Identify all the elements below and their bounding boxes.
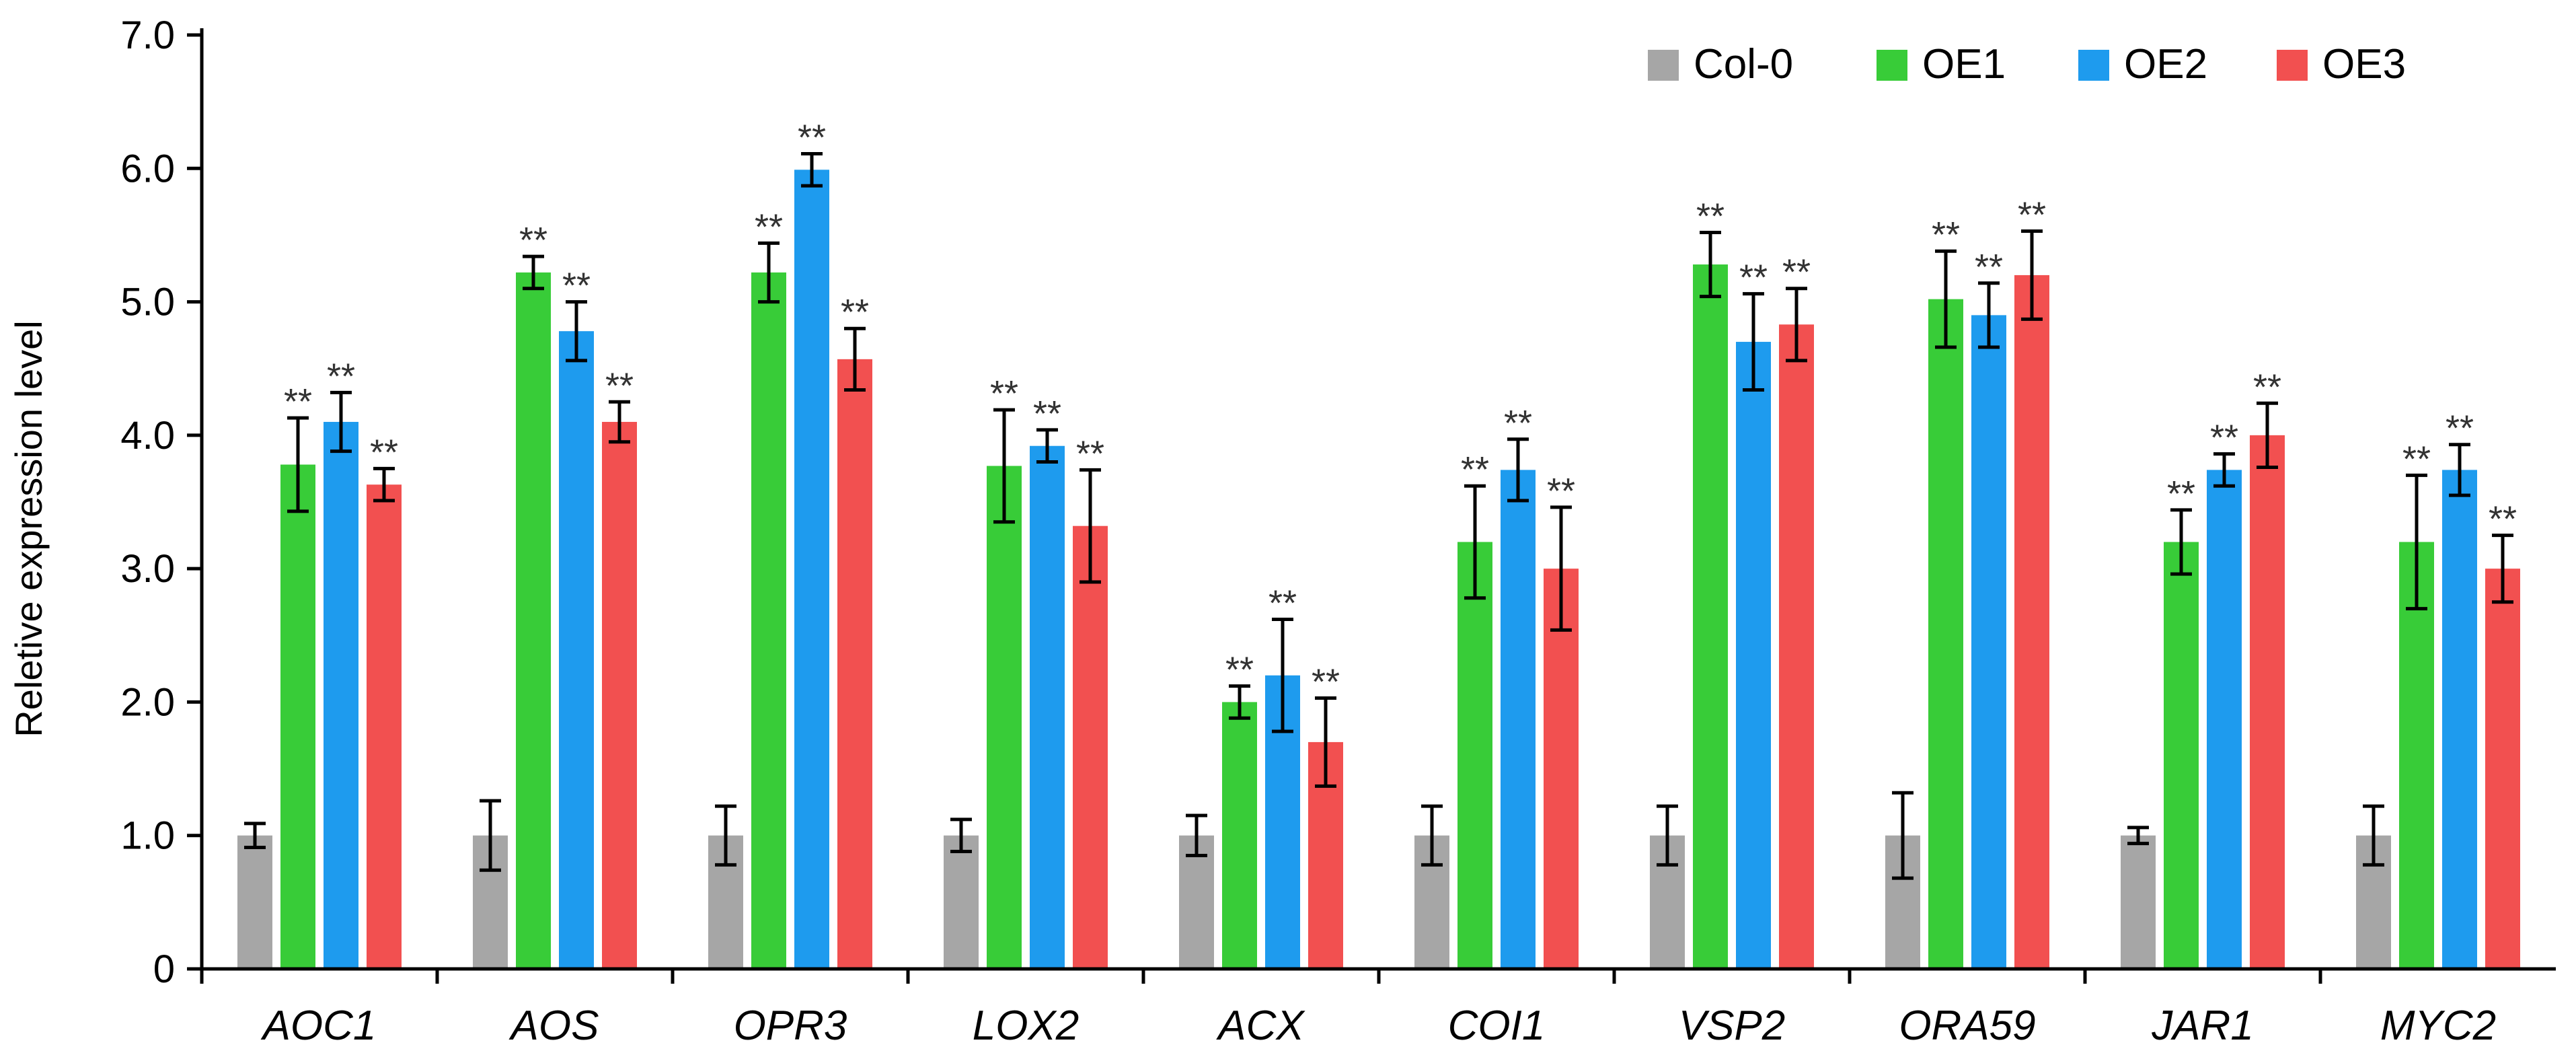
- bar-oe1-jar1: [2164, 542, 2199, 969]
- axes-layer: 0 1.0 2.0 3.0 4.0 5.0 6.0 7.0 Reletive expressio…: [7, 13, 2556, 1049]
- significance-marker: **: [2210, 418, 2238, 458]
- bar-oe3-coi1: [1544, 569, 1579, 969]
- bar-oe1-myc2: [2399, 542, 2434, 969]
- significance-marker: **: [2018, 194, 2046, 235]
- significance-marker: **: [990, 373, 1018, 414]
- bar-col-0-acx: [1179, 835, 1214, 969]
- bar-oe3-lox2: [1073, 525, 1108, 969]
- significance-marker: **: [2402, 439, 2431, 479]
- y-tick-label: 4.0: [120, 414, 175, 458]
- bar-oe2-coi1: [1501, 470, 1536, 969]
- significance-marker: **: [2446, 408, 2474, 449]
- significance-marker: **: [1033, 394, 1061, 434]
- bar-oe2-jar1: [2207, 470, 2242, 969]
- x-tick-label: COI1: [1448, 1003, 1546, 1049]
- significance-marker: **: [798, 117, 826, 157]
- y-tick-label: 2.0: [120, 680, 175, 724]
- significance-marker: **: [327, 356, 355, 396]
- bar-oe3-aos: [602, 422, 637, 969]
- y-tick-label: 7.0: [120, 13, 175, 57]
- significance-marker: **: [1547, 471, 1575, 511]
- bar-oe3-opr3: [837, 359, 872, 969]
- x-tick-label: JAR1: [2151, 1003, 2254, 1049]
- significance-marker: **: [1932, 215, 1960, 255]
- significance-marker: **: [284, 382, 312, 422]
- error-bars-layer: [244, 151, 2513, 880]
- y-tick-label: 5.0: [120, 281, 175, 324]
- legend-label-col-0: Col-0: [1694, 41, 1793, 87]
- bar-oe1-aoc1: [280, 464, 315, 969]
- bar-oe3-vsp2: [1779, 324, 1814, 969]
- x-tick-label: VSP2: [1679, 1003, 1786, 1049]
- bar-oe1-vsp2: [1693, 264, 1728, 970]
- x-tick-label: ACX: [1215, 1003, 1305, 1049]
- bar-oe2-myc2: [2442, 470, 2477, 969]
- y-tick-label: 6.0: [120, 147, 175, 190]
- bar-col-0-jar1: [2121, 835, 2156, 969]
- significance-marker: **: [562, 266, 591, 306]
- significance-marker: **: [2167, 474, 2195, 514]
- significance-marker: **: [519, 220, 547, 260]
- bar-oe1-ora59: [1928, 299, 1963, 969]
- bar-oe2-lox2: [1030, 445, 1065, 969]
- legend-swatch-oe3: [2277, 50, 2308, 81]
- x-tick-label: LOX2: [973, 1003, 1079, 1049]
- significance-marker: **: [1268, 583, 1297, 623]
- significance-marker: **: [1739, 258, 1768, 298]
- significance-marker: **: [755, 207, 783, 247]
- significance-marker: **: [841, 292, 869, 332]
- x-tick-label: AOC1: [260, 1003, 377, 1049]
- bar-oe2-aoc1: [324, 422, 358, 969]
- significance-marker: **: [370, 432, 398, 472]
- significance-marker: **: [1225, 650, 1254, 690]
- bar-oe2-aos: [559, 331, 594, 969]
- y-tick-label: 0: [153, 947, 175, 991]
- bar-oe2-ora59: [1971, 315, 2006, 969]
- bar-oe2-vsp2: [1736, 342, 1771, 969]
- bar-oe1-lox2: [987, 466, 1022, 969]
- bar-oe3-aoc1: [367, 484, 402, 969]
- x-tick-label: OPR3: [734, 1003, 847, 1049]
- x-tick-label: MYC2: [2380, 1003, 2496, 1049]
- significance-layer: ** ** ** ** ** ** ** ** ** ** ** ** ** ** ** ** ** ** ** **…: [284, 117, 2517, 702]
- significance-marker: **: [1782, 252, 1811, 293]
- bar-col-0-lox2: [944, 835, 979, 969]
- significance-marker: **: [1076, 433, 1104, 474]
- bar-oe3-jar1: [2250, 435, 2285, 969]
- bar-oe1-opr3: [751, 272, 786, 969]
- significance-marker: **: [1504, 403, 1532, 443]
- legend: Col-0 OE1 OE2 OE3: [1648, 41, 2406, 87]
- legend-swatch-oe2: [2078, 50, 2109, 81]
- bar-oe3-myc2: [2485, 569, 2520, 969]
- y-tick-label: 1.0: [120, 814, 175, 858]
- bar-oe3-ora59: [2014, 275, 2049, 969]
- significance-marker: **: [2489, 499, 2517, 540]
- y-tick-label: 3.0: [120, 547, 175, 591]
- legend-label-oe3: OE3: [2322, 41, 2406, 87]
- bars-layer: [237, 170, 2520, 970]
- y-axis-label: Reletive expression level: [7, 320, 50, 737]
- significance-marker: **: [1975, 247, 2003, 287]
- legend-label-oe2: OE2: [2124, 41, 2207, 87]
- significance-marker: **: [605, 365, 634, 406]
- legend-label-oe1: OE1: [1922, 41, 2006, 87]
- bar-oe1-acx: [1222, 702, 1257, 969]
- x-tick-label: ORA59: [1899, 1003, 2035, 1049]
- bar-oe1-coi1: [1457, 542, 1492, 969]
- significance-marker: **: [1312, 661, 1340, 702]
- significance-marker: **: [1461, 449, 1489, 490]
- bar-oe2-opr3: [794, 170, 829, 970]
- legend-swatch-col-0: [1648, 50, 1679, 81]
- bar-col-0-aoc1: [237, 835, 272, 969]
- x-tick-label: AOS: [508, 1003, 599, 1049]
- bar-oe1-aos: [516, 272, 551, 969]
- significance-marker: **: [2253, 367, 2281, 407]
- significance-marker: **: [1696, 196, 1725, 236]
- legend-swatch-oe1: [1877, 50, 1907, 81]
